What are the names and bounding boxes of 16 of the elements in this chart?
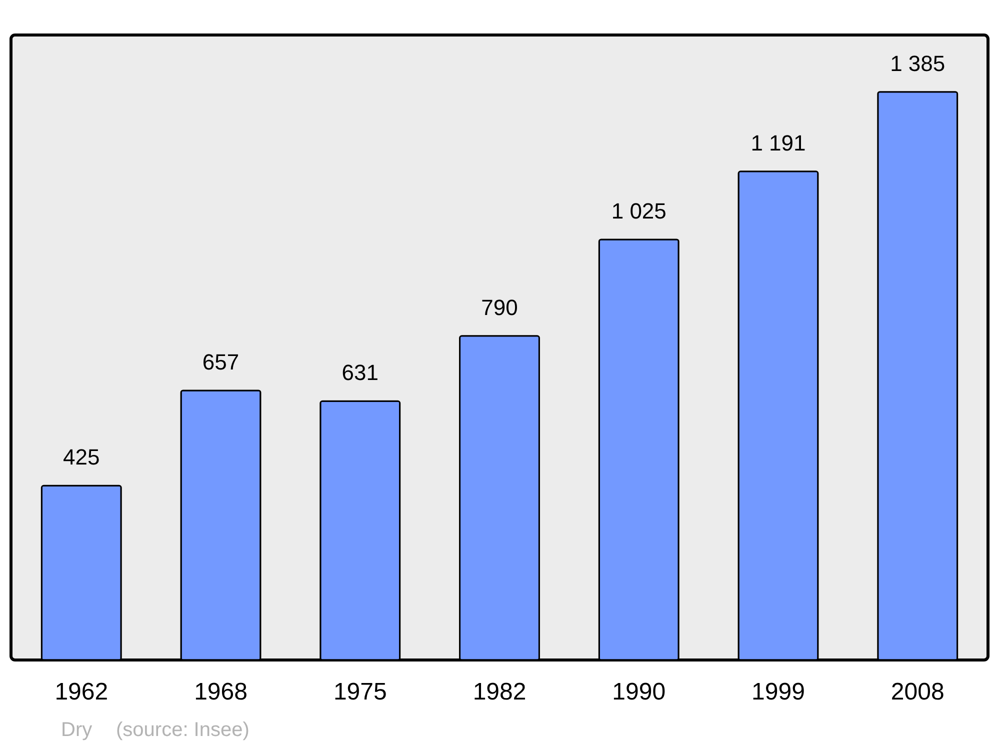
- x-tick-label: 1982: [472, 678, 526, 706]
- x-tick-label: 2008: [890, 678, 944, 706]
- x-tick-label: 1999: [752, 678, 805, 706]
- text: (source: Insee): [116, 719, 250, 741]
- data-label: 1 191: [750, 130, 806, 156]
- text: Dry: [61, 719, 92, 741]
- data-label: 631: [342, 360, 378, 386]
- data-label: 790: [481, 294, 518, 320]
- x-tick-label: 1975: [333, 678, 387, 706]
- data-label: 657: [202, 349, 240, 374]
- x-tick-label: 1990: [612, 678, 666, 706]
- data-label: 1 025: [611, 198, 666, 224]
- data-label: 1 385: [890, 50, 946, 76]
- x-tick-label: 1968: [194, 678, 248, 706]
- x-tick-label: 1962: [54, 678, 108, 706]
- data-label: 425: [63, 444, 100, 470]
